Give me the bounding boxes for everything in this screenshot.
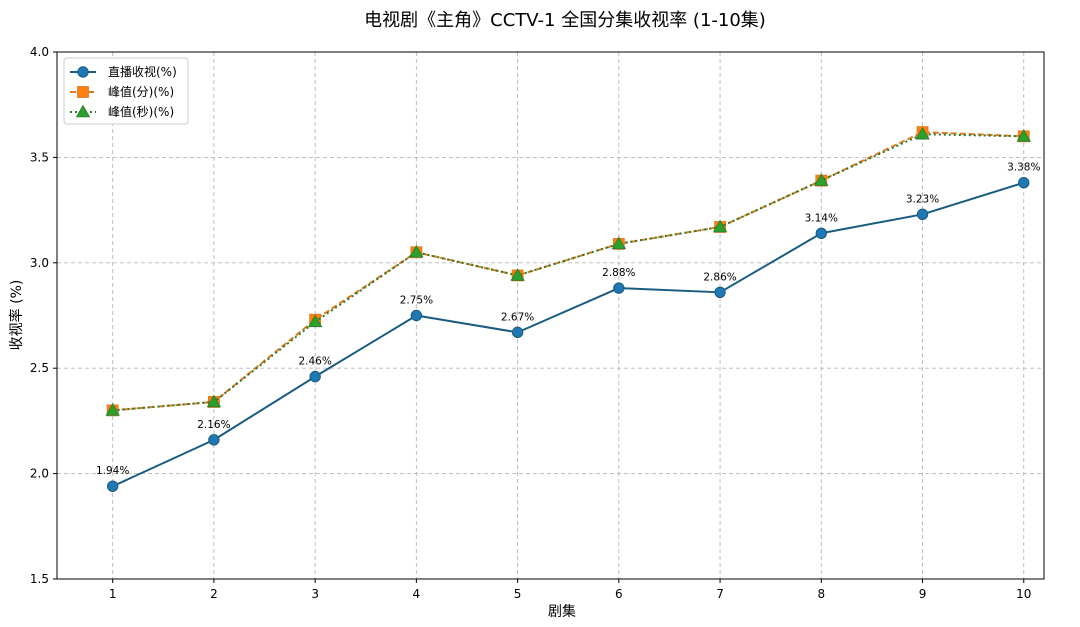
data-label: 2.75% [400, 295, 433, 307]
data-point [1016, 129, 1031, 142]
data-label: 3.23% [906, 193, 939, 205]
data-label: 1.94% [96, 465, 129, 477]
data-point [511, 326, 524, 339]
data-point [915, 126, 930, 140]
legend-marker [77, 86, 89, 98]
legend: 直播收视(%) 峰值(分)(%) 峰值(秒)(%) [63, 57, 189, 125]
series-line [112, 133, 1024, 412]
data-labels: 1.94% 2.16% 2.46% 2.75% 2.67% 2.88% 2.86% 3.14%… [96, 162, 1040, 478]
plot-frame [56, 51, 1045, 580]
data-point [105, 403, 120, 416]
series-layer [105, 126, 1031, 492]
data-point [208, 434, 220, 446]
data-point [712, 219, 728, 233]
y-tick-label: 3.5 [30, 150, 49, 164]
data-point [309, 370, 321, 383]
x-tick-label: 1 [109, 587, 117, 601]
series-line [112, 181, 1025, 488]
data-label: 2.67% [501, 311, 534, 323]
data-point [916, 208, 929, 221]
series-3 [105, 126, 1031, 416]
data-label: 2.86% [703, 271, 736, 283]
x-tick-label: 8 [817, 587, 825, 601]
data-label: 2.16% [197, 419, 230, 431]
x-tick-label: 4 [413, 587, 421, 601]
x-tick-label: 2 [210, 587, 218, 601]
x-tick-label: 7 [716, 587, 724, 601]
legend-marker [75, 104, 91, 118]
x-axis-label: 剧集 [548, 603, 576, 620]
axis-ticks: 1.5 2.0 2.5 3.0 3.5 4.0 1 2 3 4 5 6 7 8 9 10 [30, 45, 1031, 601]
x-tick-label: 6 [615, 587, 623, 601]
y-tick-label: 2.5 [30, 361, 49, 375]
data-point [409, 244, 424, 258]
series-2 [106, 126, 1030, 417]
x-tick-label: 10 [1016, 587, 1031, 601]
legend-box [63, 57, 189, 125]
chart-title: 电视剧《主角》CCTV-1 全国分集收视率 (1-10集) [364, 10, 766, 31]
data-point [510, 268, 525, 281]
data-label: 3.38% [1007, 162, 1040, 174]
x-tick-label: 5 [514, 587, 522, 601]
data-point [714, 286, 726, 299]
data-point [814, 173, 829, 186]
data-point [815, 227, 827, 239]
data-label: 2.88% [602, 267, 635, 279]
x-tick-label: 9 [919, 587, 927, 601]
y-tick-label: 4.0 [30, 45, 49, 59]
x-tick-label: 3 [311, 587, 319, 601]
data-point [106, 480, 119, 492]
grid-lines [57, 51, 1044, 580]
legend-marker [77, 66, 89, 78]
legend-label: 直播收视(%) [108, 64, 177, 79]
y-axis-label: 收视率 (%) [8, 280, 25, 351]
data-label: 3.14% [805, 212, 838, 224]
data-point [307, 314, 323, 328]
legend-label: 峰值(分)(%) [108, 84, 174, 99]
series-1 [106, 176, 1030, 492]
data-label: 2.46% [298, 356, 331, 368]
data-point [611, 236, 627, 250]
y-tick-label: 2.0 [30, 467, 49, 481]
y-tick-label: 1.5 [30, 572, 49, 586]
data-point [206, 394, 222, 408]
legend-label: 峰值(秒)(%) [108, 104, 174, 119]
y-tick-label: 3.0 [30, 256, 49, 270]
data-point [613, 282, 625, 294]
data-point [1018, 176, 1030, 189]
data-point [410, 309, 423, 322]
